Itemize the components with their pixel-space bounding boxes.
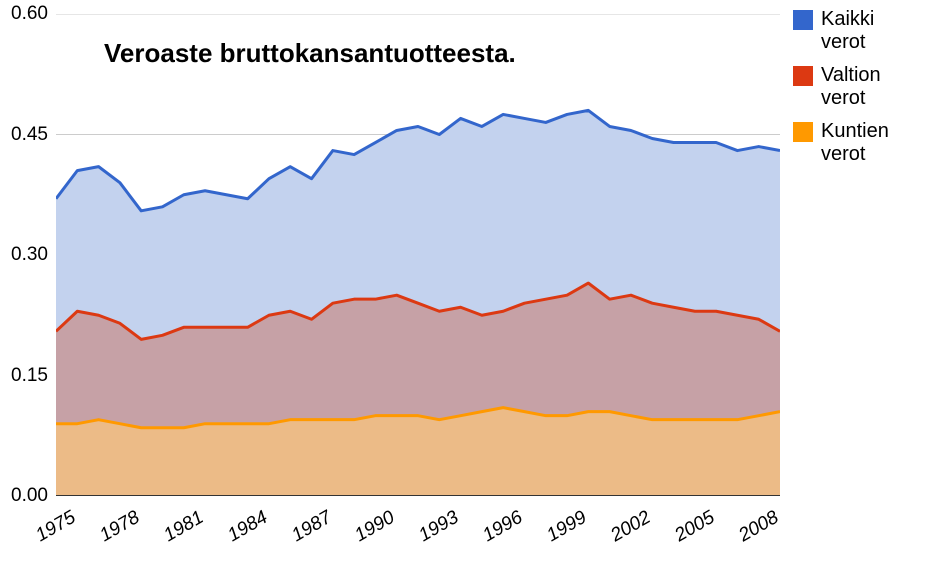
x-tick-label: 2005 [671,507,719,547]
y-tick-label: 0.00 [11,485,48,507]
chart-container: 0.00 0.15 0.30 0.45 0.60 Veroaste bruttokans… [0,0,926,562]
x-tick-label: 1996 [479,507,527,547]
plot-area [56,14,780,496]
legend-swatch [793,10,813,30]
x-tick-label: 2002 [607,507,655,547]
x-tick-label: 1984 [224,507,272,547]
y-tick-label: 0.45 [11,124,48,146]
x-tick-label: 1978 [96,507,144,547]
x-axis-ticks: 1975197819811984198719901993199619992002… [56,516,780,562]
legend: Kaikki verot Valtion verot Kuntien verot [793,8,908,176]
chart-title: Veroaste bruttokansantuotteesta. [104,38,516,69]
area-chart-svg [56,14,780,496]
y-tick-label: 0.60 [11,3,48,25]
x-tick-label: 1999 [543,507,591,547]
y-axis-ticks: 0.000.150.300.450.60 [0,14,48,496]
legend-label: Valtion verot [821,64,908,110]
x-tick-label: 1993 [415,507,463,547]
legend-swatch [793,122,813,142]
legend-item: Kaikki verot [793,8,908,54]
legend-item: Valtion verot [793,64,908,110]
y-tick-label: 0.30 [11,244,48,266]
legend-label: Kaikki verot [821,8,908,54]
legend-item: Kuntien verot [793,120,908,166]
x-tick-label: 1981 [160,507,208,547]
x-tick-label: 2008 [735,507,783,547]
legend-label: Kuntien verot [821,120,908,166]
x-tick-label: 1975 [32,507,80,547]
x-tick-label: 1987 [288,507,336,547]
x-tick-label: 1990 [352,507,400,547]
y-tick-label: 0.15 [11,365,48,387]
legend-swatch [793,66,813,86]
